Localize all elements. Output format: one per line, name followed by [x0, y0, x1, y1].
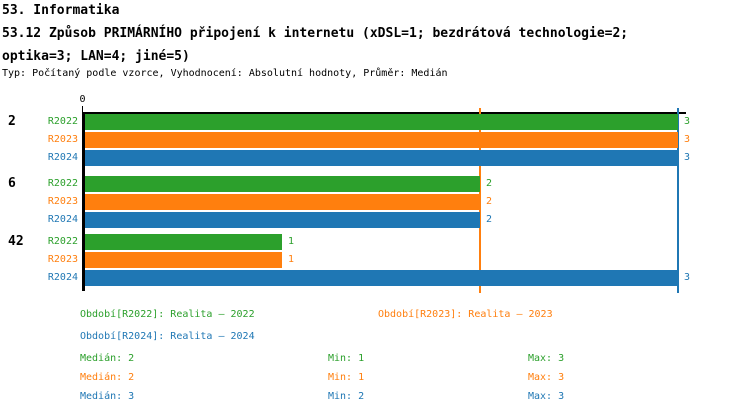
- y-axis-line: [82, 113, 85, 291]
- series-label: R2024: [47, 152, 78, 163]
- bar-value-label: 3: [684, 134, 691, 145]
- bar-value-label: 2: [486, 214, 493, 225]
- legend-stat-median-r2024: Medián: 3: [80, 391, 135, 402]
- x-axis-tick-label: 0: [79, 94, 86, 105]
- series-label: R2022: [47, 116, 78, 127]
- report-section-title: 53. Informatika: [2, 3, 120, 18]
- series-label: R2023: [47, 254, 78, 265]
- bar-value-label: 2: [486, 178, 493, 189]
- series-label: R2024: [47, 272, 78, 283]
- bar-value-label: 3: [684, 116, 691, 127]
- bar-r2022: [85, 176, 480, 192]
- bar-r2024: [85, 150, 678, 166]
- legend-period-r2023: Období[R2023]: Realita – 2023: [378, 309, 553, 320]
- legend-stat-max-r2024: Max: 3: [528, 391, 565, 402]
- series-label: R2022: [47, 236, 78, 247]
- category-label: 42: [8, 234, 24, 249]
- bar-r2024: [85, 270, 678, 286]
- legend-period-r2022: Období[R2022]: Realita – 2022: [80, 309, 255, 320]
- series-label: R2023: [47, 134, 78, 145]
- bar-value-label: 1: [288, 254, 295, 265]
- category-label: 6: [8, 176, 16, 191]
- legend-period-r2024: Období[R2024]: Realita – 2024: [80, 331, 255, 342]
- median-line-r2023: [479, 108, 481, 293]
- series-label: R2022: [47, 178, 78, 189]
- bar-value-label: 1: [288, 236, 295, 247]
- legend-stat-max-r2022: Max: 3: [528, 353, 565, 364]
- series-label: R2023: [47, 196, 78, 207]
- x-axis-line: [82, 112, 686, 114]
- bar-value-label: 3: [684, 272, 691, 283]
- bar-r2023: [85, 132, 678, 148]
- x-axis-tick: [82, 106, 83, 112]
- legend-stat-min-r2023: Min: 1: [328, 372, 365, 383]
- question-title-line-1: 53.12 Způsob PRIMÁRNÍHO připojení k inte…: [2, 26, 629, 41]
- legend-stat-max-r2023: Max: 3: [528, 372, 565, 383]
- bar-r2023: [85, 194, 480, 210]
- question-title-line-2: optika=3; LAN=4; jiné=5): [2, 49, 190, 64]
- median-line-r2024: [677, 108, 679, 293]
- bar-r2022: [85, 234, 282, 250]
- legend-stat-min-r2022: Min: 1: [328, 353, 365, 364]
- series-label: R2024: [47, 214, 78, 225]
- bar-value-label: 3: [684, 152, 691, 163]
- bar-r2023: [85, 252, 282, 268]
- legend-stat-median-r2023: Medián: 2: [80, 372, 135, 383]
- bar-r2024: [85, 212, 480, 228]
- question-meta: Typ: Počítaný podle vzorce, Vyhodnocení:…: [2, 68, 448, 79]
- bar-r2022: [85, 114, 678, 130]
- category-label: 2: [8, 114, 16, 129]
- bar-value-label: 2: [486, 196, 493, 207]
- legend-stat-min-r2024: Min: 2: [328, 391, 365, 402]
- legend-stat-median-r2022: Medián: 2: [80, 353, 135, 364]
